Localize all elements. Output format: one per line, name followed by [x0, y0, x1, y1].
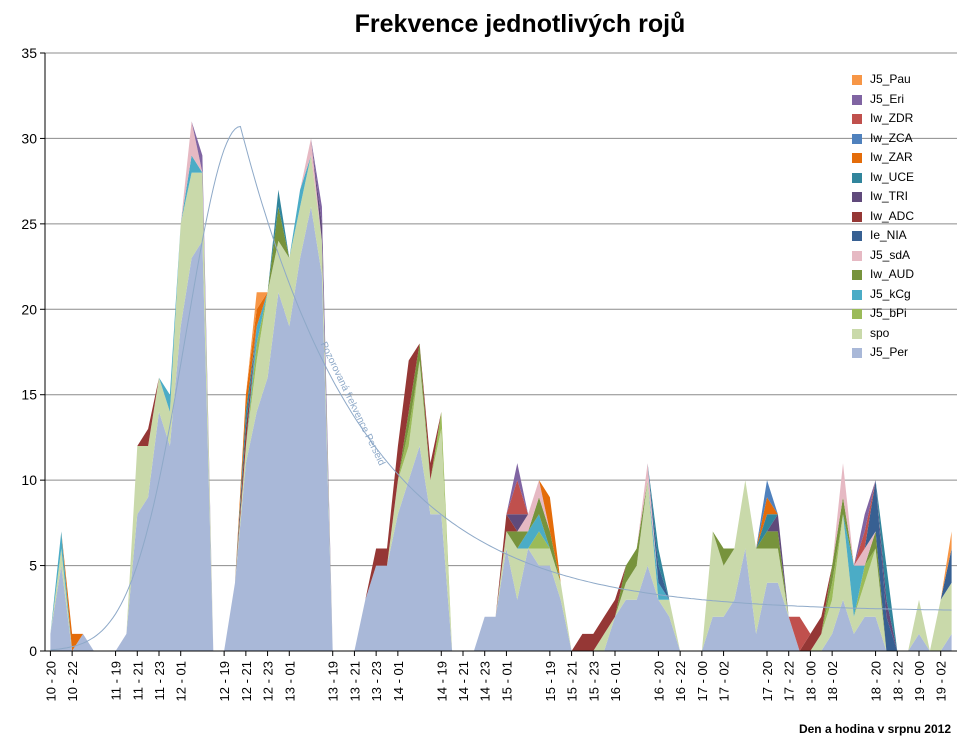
x-tick-label: 17 - 22	[782, 661, 797, 701]
y-tick-label: 15	[21, 387, 37, 403]
legend-swatch	[852, 94, 862, 105]
legend-item-iw-zca: Iw_ZCA	[850, 131, 940, 151]
legend-item-iw-adc: Iw_ADC	[850, 209, 940, 229]
x-tick-label: 18 - 20	[869, 661, 884, 701]
x-tick-label: 14 - 01	[391, 661, 406, 701]
x-tick-label: 12 - 23	[261, 661, 276, 701]
x-tick-label: 15 - 23	[586, 661, 601, 701]
legend-item-iw-zdr: Iw_ZDR	[850, 111, 940, 131]
legend-item-iw-aud: Iw_AUD	[850, 267, 940, 287]
x-tick-label: 15 - 21	[565, 661, 580, 701]
legend-swatch	[852, 348, 862, 358]
series-area-spo	[50, 155, 952, 651]
x-tick-label: 11 - 21	[130, 661, 145, 701]
legend-swatch	[852, 114, 862, 124]
legend-label: J5_Eri	[870, 91, 905, 106]
legend-label: Iw_ADC	[870, 208, 915, 223]
legend-item-iw-tri: Iw_TRI	[850, 189, 940, 209]
legend-swatch	[852, 289, 862, 300]
legend-item-j5-pau: J5_Pau	[850, 72, 940, 92]
legend-item-iw-uce: Iw_UCE	[850, 170, 940, 190]
x-tick-label: 18 - 22	[890, 661, 905, 701]
x-tick-label: 16 - 22	[673, 661, 688, 701]
chart-title: Frekvence jednotlivých rojů	[354, 10, 686, 38]
legend: J5_Pau J5_Eri Iw_ZDR Iw_ZCA Iw_ZAR Iw_UCE Iw_T…	[850, 72, 940, 365]
x-tick-label: 13 - 19	[326, 661, 341, 701]
x-tick-label: 13 - 01	[282, 661, 297, 701]
legend-swatch	[852, 192, 862, 202]
y-tick-label: 5	[29, 558, 37, 574]
y-tick-label: 20	[21, 301, 37, 317]
x-tick-label: 13 - 23	[369, 661, 384, 701]
legend-swatch	[852, 172, 862, 183]
x-tick-label: 18 - 00	[803, 661, 818, 701]
x-tick-label: 19 - 02	[934, 661, 949, 701]
legend-item-ie-nia: Ie_NIA	[850, 228, 940, 248]
legend-swatch	[852, 133, 862, 144]
legend-item-j5-sda: J5_sdA	[850, 248, 940, 268]
legend-label: J5_Per	[870, 345, 909, 359]
x-axis-title: Den a hodina v srpnu 2012	[798, 722, 951, 736]
y-tick-label: 0	[29, 643, 37, 659]
y-tick-label: 35	[21, 45, 37, 61]
x-tick-label: 11 - 23	[152, 661, 167, 701]
y-tick-label: 30	[21, 130, 37, 146]
legend-swatch	[852, 231, 862, 241]
x-tick-label: 14 - 19	[434, 661, 449, 701]
legend-item-j5-per: J5_Per	[850, 345, 940, 365]
legend-label: J5_bPi	[870, 306, 907, 320]
legend-swatch	[852, 153, 862, 163]
legend-label: Iw_ZDR	[870, 111, 914, 125]
x-tick-label: 16 - 01	[608, 661, 623, 701]
x-tick-label: 17 - 02	[717, 661, 732, 701]
legend-label: Iw_ZCA	[870, 130, 913, 145]
legend-item-iw-zar: Iw_ZAR	[850, 150, 940, 170]
legend-swatch	[852, 75, 862, 85]
x-tick-label: 15 - 01	[499, 661, 514, 701]
legend-item-j5-kcg: J5_kCg	[850, 287, 940, 307]
x-tick-label: 10 - 20	[43, 661, 58, 701]
legend-label: J5_Pau	[870, 72, 911, 86]
x-tick-label: 17 - 00	[695, 661, 710, 701]
legend-label: Iw_TRI	[870, 189, 909, 203]
legend-label: Iw_AUD	[870, 267, 915, 281]
x-tick-label: 12 - 19	[217, 661, 232, 701]
legend-item-spo: spo	[850, 326, 940, 346]
x-tick-label: 12 - 21	[239, 661, 254, 701]
x-tick-label: 17 - 20	[760, 661, 775, 701]
legend-swatch	[852, 270, 862, 280]
legend-label: spo	[870, 325, 890, 340]
series-area-j5-per	[50, 206, 952, 652]
annotation-label: Pozorovaná frekvence Perseid	[318, 340, 387, 467]
x-tick-label: 19 - 00	[912, 661, 927, 701]
x-tick-label: 16 - 20	[651, 661, 666, 701]
legend-label: J5_kCg	[870, 286, 911, 301]
x-tick-label: 14 - 21	[456, 661, 471, 701]
x-tick-label: 12 - 01	[174, 661, 189, 701]
x-tick-label: 18 - 02	[825, 661, 840, 701]
x-tick-label: 14 - 23	[478, 661, 493, 701]
legend-swatch	[852, 211, 862, 222]
annotation-curve	[50, 125, 952, 651]
legend-label: Ie_NIA	[870, 228, 907, 242]
x-tick-label: 15 - 19	[543, 661, 558, 701]
legend-swatch	[852, 328, 862, 339]
x-tick-label: 13 - 21	[347, 661, 362, 701]
legend-swatch	[852, 250, 862, 261]
legend-swatch	[852, 309, 862, 319]
legend-label: Iw_UCE	[870, 169, 915, 184]
legend-label: Iw_ZAR	[870, 150, 913, 164]
legend-item-j5-bpi: J5_bPi	[850, 306, 940, 326]
legend-label: J5_sdA	[870, 247, 911, 262]
x-tick-label: 10 - 22	[65, 661, 80, 701]
x-tick-label: 11 - 19	[109, 661, 124, 701]
y-tick-label: 25	[21, 216, 37, 232]
y-tick-label: 10	[21, 472, 37, 488]
legend-item-j5-eri: J5_Eri	[850, 92, 940, 112]
